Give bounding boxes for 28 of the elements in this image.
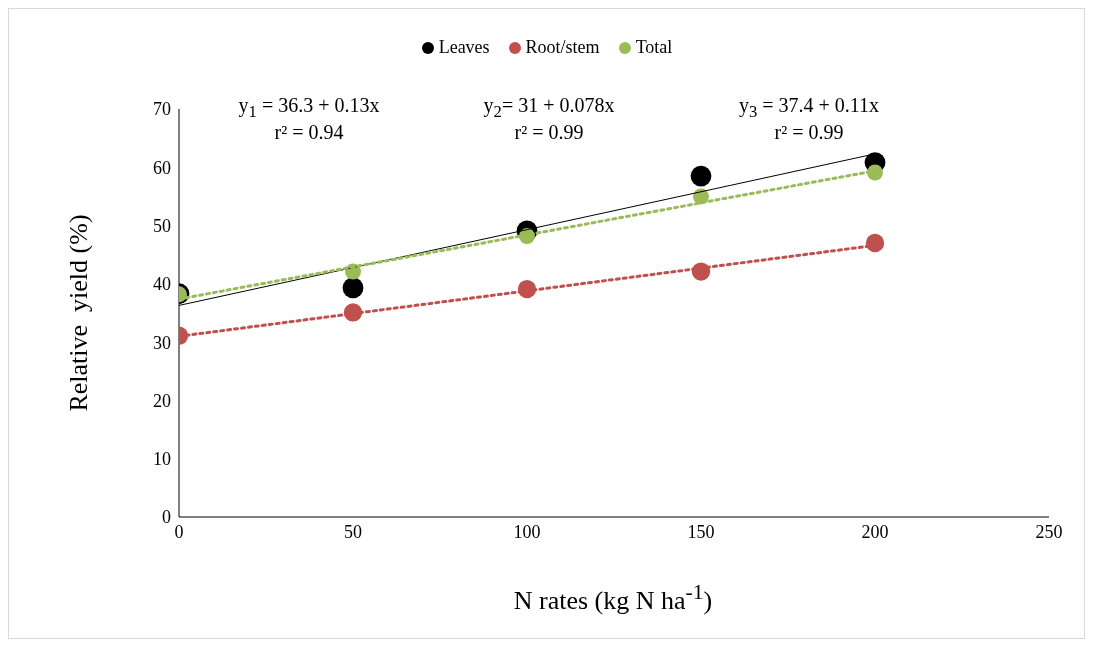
y-tick-label: 10 (153, 449, 171, 470)
annotation: y$_{1}$ = 36.3 + 0.13x (238, 94, 380, 122)
y-tick-label: 0 (162, 507, 171, 528)
point (690, 165, 712, 187)
x-tick-label: 250 (1035, 521, 1063, 542)
x-tick-label: 100 (513, 521, 541, 542)
legend-label: Leaves (438, 37, 490, 58)
y-tick-label: 30 (153, 332, 171, 353)
x-tick-label: 50 (344, 521, 362, 542)
annotation: r² = 0.94 (274, 121, 344, 144)
y-tick-label: 70 (153, 99, 171, 120)
point (342, 277, 364, 299)
legend-label: Total (635, 37, 673, 58)
x-axis-title: N rates (kg N ha$^{-1}$) (512, 580, 714, 616)
y-tick-label: 50 (153, 215, 171, 236)
annotation: y$_{3}$ = 37.4 + 0.11x (738, 94, 880, 122)
x-tick-label: 0 (174, 521, 184, 542)
y-tick-label: 60 (153, 157, 171, 178)
annotation: r² = 0.99 (514, 121, 584, 144)
annotation: r² = 0.99 (774, 121, 844, 144)
annotation: y$_{2}$= 31 + 0.078x (483, 94, 615, 122)
point (865, 233, 885, 253)
y-tick-label: 20 (153, 390, 171, 411)
y-axis-title: Relative yield (%) (64, 214, 94, 412)
x-tick-label: 150 (687, 521, 715, 542)
legend-label: Root/stem (525, 37, 600, 58)
y-tick-label: 40 (153, 274, 171, 295)
x-tick-label: 200 (861, 521, 889, 542)
